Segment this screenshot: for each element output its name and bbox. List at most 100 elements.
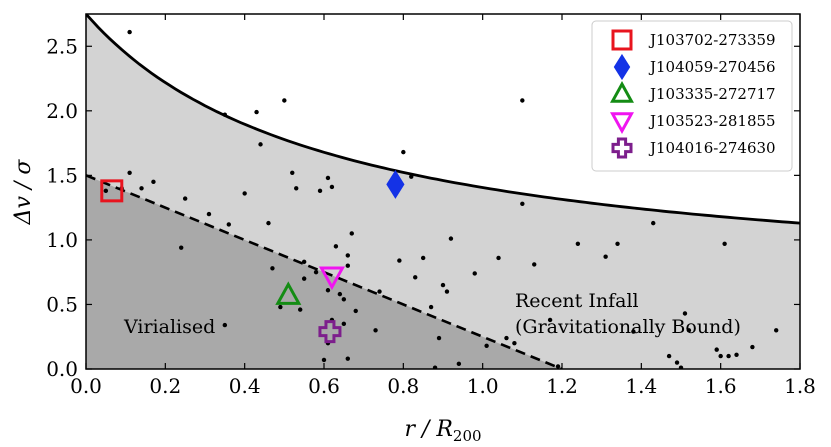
data-point bbox=[377, 289, 382, 294]
data-point bbox=[294, 186, 299, 191]
data-point bbox=[258, 142, 263, 147]
legend-marker-j103335-272717 bbox=[610, 80, 634, 103]
x-tick-label: 1.8 bbox=[784, 374, 816, 398]
data-point bbox=[631, 329, 636, 334]
data-point bbox=[532, 262, 537, 267]
data-point bbox=[774, 328, 779, 333]
data-point bbox=[448, 236, 454, 241]
data-point bbox=[456, 361, 462, 367]
data-point bbox=[345, 263, 350, 268]
data-point bbox=[301, 276, 307, 281]
legend-box bbox=[591, 20, 793, 172]
data-point bbox=[313, 269, 319, 275]
data-point bbox=[341, 321, 347, 327]
data-point bbox=[345, 356, 350, 361]
data-point bbox=[127, 170, 132, 175]
data-point bbox=[547, 317, 553, 323]
y-tick-label: 1.0 bbox=[46, 228, 78, 252]
data-point bbox=[555, 364, 561, 369]
legend: J103702-273359 J104059-270456 J103335-2727… bbox=[591, 20, 793, 172]
data-point bbox=[270, 266, 275, 271]
legend-label-j104059-270456: J104059-270456 bbox=[648, 58, 776, 76]
data-point bbox=[349, 231, 354, 236]
data-point bbox=[444, 289, 450, 294]
data-point bbox=[139, 186, 144, 191]
plot-frame bbox=[85, 13, 801, 370]
data-point bbox=[512, 340, 517, 346]
data-point bbox=[603, 254, 608, 259]
escape-velocity-curve bbox=[86, 14, 800, 225]
data-point bbox=[440, 282, 446, 288]
x-tick-label: 1.6 bbox=[705, 374, 737, 398]
data-point bbox=[615, 241, 620, 246]
data-point bbox=[321, 357, 327, 363]
data-point bbox=[266, 220, 271, 226]
data-point bbox=[373, 328, 378, 333]
data-point bbox=[674, 360, 680, 365]
data-point bbox=[329, 184, 335, 190]
legend-label-j103523-281855: J103523-281855 bbox=[648, 112, 776, 130]
data-point bbox=[325, 288, 331, 293]
y-tick-label: 0.0 bbox=[46, 357, 78, 381]
marker-j103702-273359 bbox=[100, 179, 124, 203]
region-label-infall-line2: (Gravitationally Bound) bbox=[515, 316, 741, 338]
data-point bbox=[222, 322, 228, 328]
x-tick-label: 0.0 bbox=[70, 374, 102, 398]
x-tick-label: 0.2 bbox=[149, 374, 181, 398]
data-point bbox=[722, 241, 727, 246]
marker-j104059-270456 bbox=[386, 169, 405, 199]
data-point bbox=[345, 253, 350, 258]
y-tick-label: 2.0 bbox=[46, 99, 78, 123]
data-point bbox=[682, 311, 688, 316]
data-point bbox=[151, 179, 156, 185]
data-point bbox=[127, 29, 132, 35]
data-point bbox=[317, 188, 323, 194]
legend-marker-j103523-281855 bbox=[610, 112, 634, 135]
marker-j103335-272717 bbox=[275, 281, 302, 305]
data-point bbox=[520, 201, 525, 206]
x-tick-label: 1.0 bbox=[467, 374, 499, 398]
data-point bbox=[484, 343, 489, 348]
data-point bbox=[325, 175, 331, 181]
data-point bbox=[413, 275, 418, 280]
data-point bbox=[397, 258, 402, 263]
marker-j104016-274630 bbox=[318, 320, 342, 344]
data-point bbox=[206, 211, 212, 217]
data-point bbox=[254, 109, 259, 115]
data-point bbox=[726, 353, 731, 359]
data-point bbox=[353, 308, 358, 314]
data-point bbox=[301, 259, 307, 265]
data-point bbox=[678, 365, 684, 369]
legend-label-j103702-273359: J103702-273359 bbox=[648, 31, 776, 49]
data-point bbox=[290, 170, 295, 175]
data-point bbox=[714, 347, 719, 352]
data-point bbox=[432, 365, 438, 369]
region-label-virialised: Virialised bbox=[123, 316, 215, 338]
x-tick-label: 1.2 bbox=[546, 374, 578, 398]
data-point bbox=[282, 98, 287, 103]
data-point bbox=[504, 335, 509, 341]
data-point bbox=[575, 241, 581, 246]
legend-label-j104016-274630: J104016-274630 bbox=[648, 139, 776, 157]
region-label-infall-line1: Recent Infall bbox=[515, 290, 639, 312]
x-tick-label: 1.4 bbox=[625, 374, 657, 398]
data-point bbox=[401, 149, 406, 155]
data-point bbox=[103, 188, 109, 194]
data-point bbox=[179, 245, 184, 250]
data-point bbox=[686, 328, 692, 333]
y-axis-label: Δv / σ bbox=[11, 159, 36, 226]
data-point bbox=[182, 196, 188, 201]
x-axis-label: r / R200 bbox=[404, 417, 481, 445]
y-tick-label: 0.5 bbox=[46, 292, 78, 316]
legend-marker-j104016-274630 bbox=[611, 137, 633, 159]
data-point bbox=[750, 344, 755, 350]
x-tick-label: 0.4 bbox=[229, 374, 261, 398]
x-tick-label: 0.6 bbox=[308, 374, 340, 398]
data-point bbox=[520, 98, 525, 103]
data-point bbox=[337, 291, 343, 297]
data-point bbox=[436, 335, 442, 341]
data-point bbox=[420, 255, 426, 261]
data-point bbox=[734, 352, 739, 357]
y-tick-label: 1.5 bbox=[46, 163, 78, 187]
data-point bbox=[333, 244, 339, 249]
